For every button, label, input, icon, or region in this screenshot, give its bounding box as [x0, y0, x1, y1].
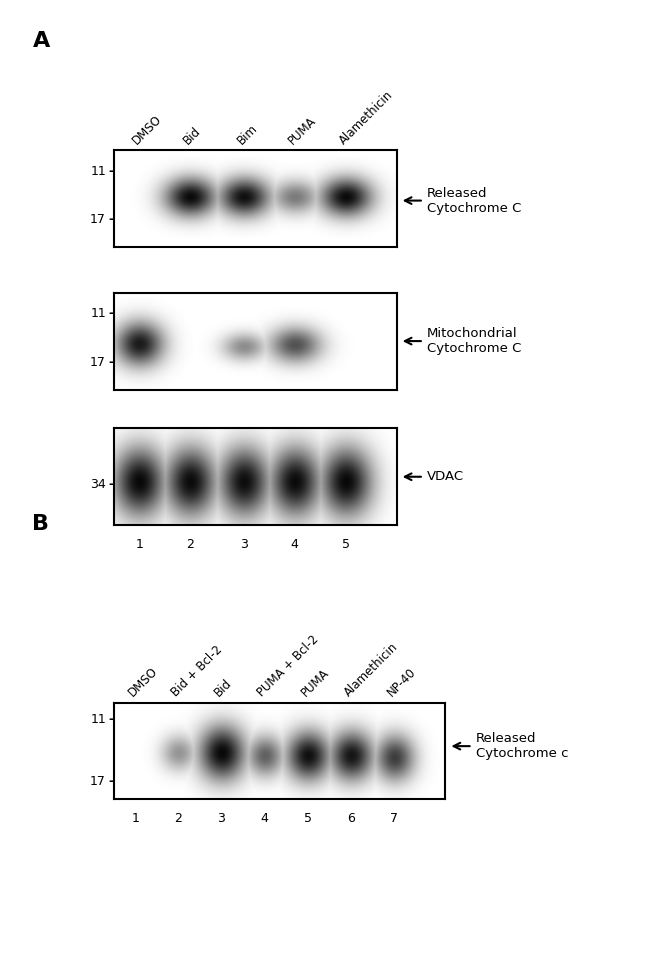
Text: –: – — [108, 356, 114, 369]
Text: –: – — [108, 775, 114, 789]
Text: 5: 5 — [304, 812, 312, 826]
Text: Mitochondrial
Cytochrome C: Mitochondrial Cytochrome C — [427, 328, 521, 355]
Text: –: – — [108, 307, 114, 321]
Text: 2: 2 — [174, 812, 183, 826]
Text: 3: 3 — [240, 538, 248, 551]
Text: 1: 1 — [131, 812, 139, 826]
Text: 4: 4 — [261, 812, 268, 826]
Text: B: B — [32, 514, 49, 534]
Text: 5: 5 — [342, 538, 350, 551]
Text: –: – — [108, 478, 114, 491]
Text: Released
Cytochrome c: Released Cytochrome c — [476, 733, 568, 760]
Text: PUMA + Bcl-2: PUMA + Bcl-2 — [255, 634, 322, 700]
Text: Bid + Bcl-2: Bid + Bcl-2 — [169, 643, 225, 700]
Text: 4: 4 — [291, 538, 298, 551]
Text: DMSO: DMSO — [126, 665, 161, 700]
Text: 11: 11 — [90, 713, 106, 727]
Text: VDAC: VDAC — [427, 470, 464, 484]
Text: –: – — [108, 213, 114, 227]
Text: 1: 1 — [135, 538, 143, 551]
Text: A: A — [32, 31, 50, 51]
Text: 34: 34 — [90, 478, 106, 491]
Text: 7: 7 — [390, 812, 398, 826]
Text: PUMA: PUMA — [298, 667, 332, 700]
Text: 17: 17 — [90, 356, 106, 369]
Text: 11: 11 — [90, 307, 106, 321]
Text: –: – — [108, 713, 114, 727]
Text: 17: 17 — [90, 775, 106, 789]
Text: 11: 11 — [90, 165, 106, 178]
Text: Released
Cytochrome C: Released Cytochrome C — [427, 187, 521, 214]
Text: DMSO: DMSO — [130, 112, 164, 147]
Text: NP-40: NP-40 — [385, 666, 419, 700]
Text: PUMA: PUMA — [285, 114, 318, 147]
Text: Bid: Bid — [181, 125, 203, 147]
Text: 3: 3 — [218, 812, 226, 826]
Text: 17: 17 — [90, 213, 106, 227]
Text: –: – — [108, 165, 114, 178]
Text: Alamethicin: Alamethicin — [342, 641, 400, 700]
Text: Bim: Bim — [235, 122, 260, 147]
Text: 6: 6 — [347, 812, 355, 826]
Text: Bid: Bid — [213, 677, 235, 700]
Text: Alamethicin: Alamethicin — [337, 88, 395, 147]
Text: 2: 2 — [186, 538, 194, 551]
